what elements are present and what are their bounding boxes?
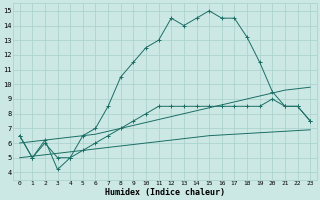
X-axis label: Humidex (Indice chaleur): Humidex (Indice chaleur) (105, 188, 225, 197)
